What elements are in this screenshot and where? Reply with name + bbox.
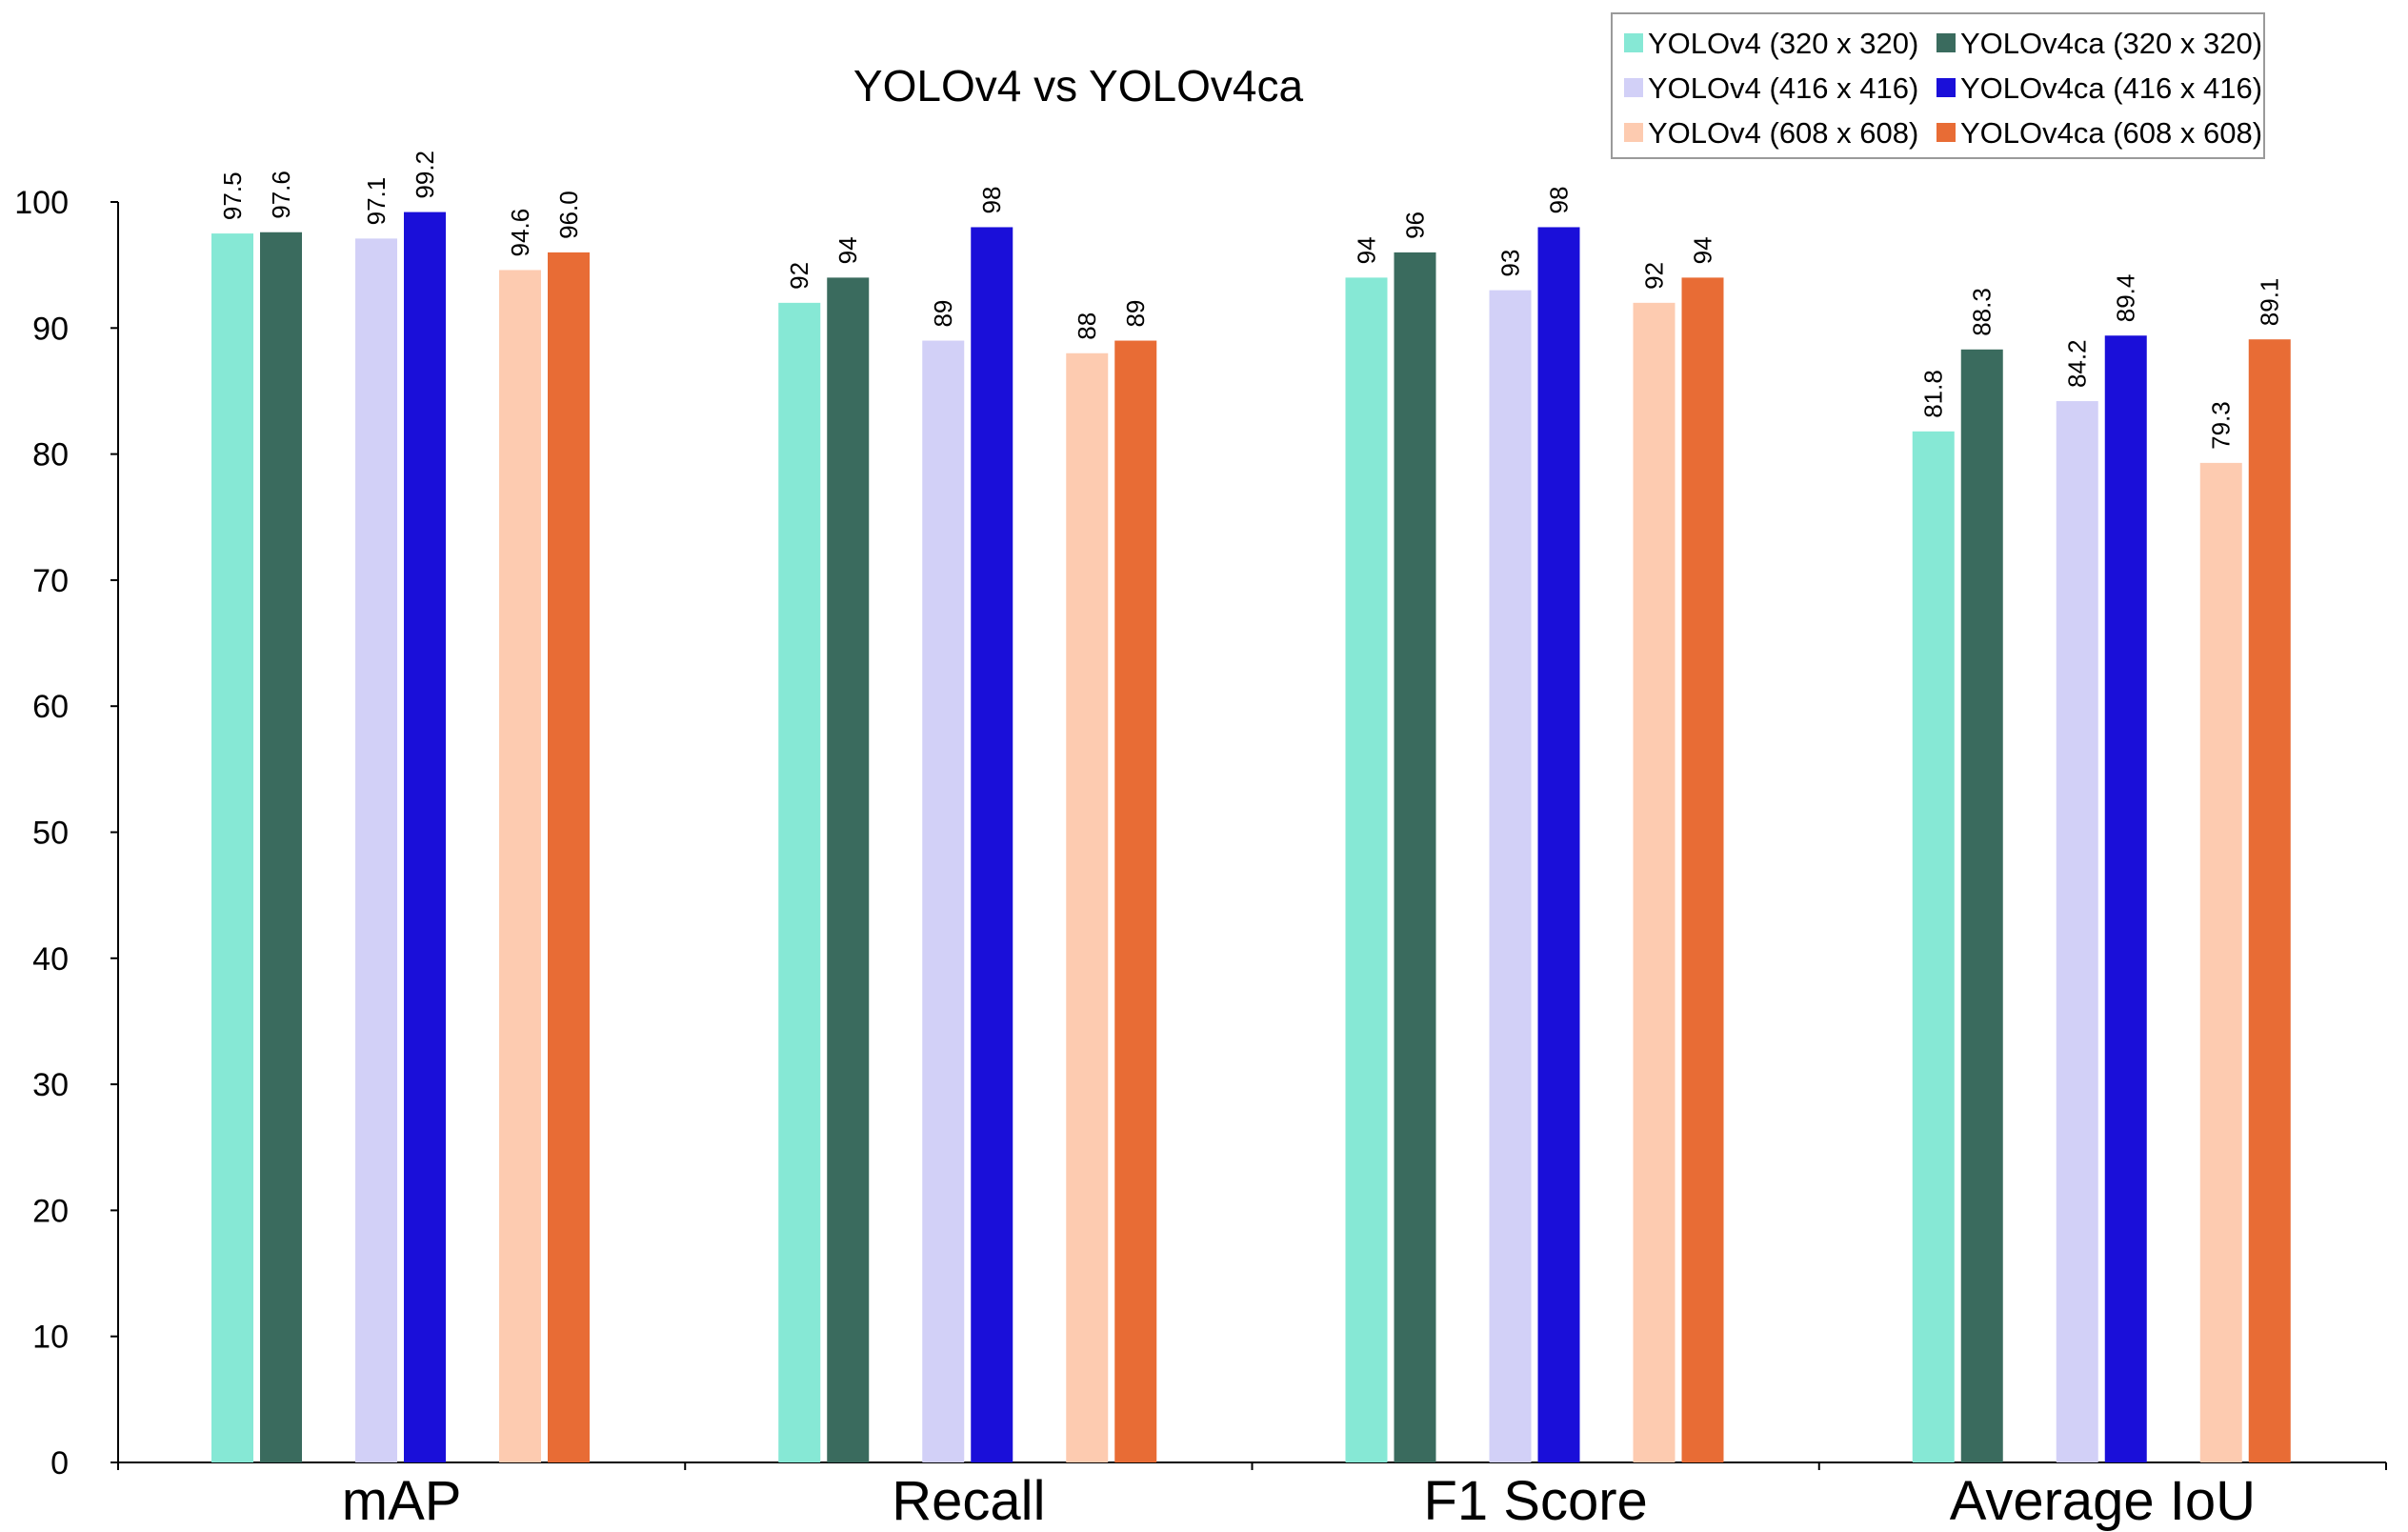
bar xyxy=(1489,290,1532,1462)
data-label: 96 xyxy=(1401,212,1430,239)
y-axis-ticks: 0 10 20 30 40 50 60 70 80 90 100 xyxy=(14,185,118,1482)
legend-swatch xyxy=(1624,123,1643,142)
y-tick-label: 50 xyxy=(32,816,69,852)
y-tick-label: 10 xyxy=(32,1320,69,1356)
data-label: 94 xyxy=(1353,236,1381,264)
y-tick-label: 30 xyxy=(32,1067,69,1103)
legend-swatch xyxy=(1624,78,1643,97)
bar xyxy=(1114,340,1157,1462)
bar xyxy=(971,227,1013,1463)
y-tick-label: 70 xyxy=(32,563,69,599)
legend-label: YOLOv4 (608 x 608) xyxy=(1648,116,1918,150)
data-label: 88 xyxy=(1073,312,1101,340)
data-label: 89 xyxy=(929,300,957,328)
data-label: 84.2 xyxy=(2063,339,2092,388)
legend-swatch xyxy=(1624,33,1643,52)
data-label: 99.2 xyxy=(411,151,439,199)
bar xyxy=(1633,302,1676,1463)
data-label: 89.1 xyxy=(2256,278,2284,327)
legend-label: YOLOv4ca (320 x 320) xyxy=(1960,27,2262,60)
y-tick-label: 80 xyxy=(32,437,69,474)
bar xyxy=(2104,335,2147,1462)
legend: YOLOv4 (320 x 320) YOLOv4ca (320 x 320) YO… xyxy=(1611,12,2265,159)
bar xyxy=(1537,227,1580,1463)
x-tick-label: F1 Score xyxy=(1423,1470,1647,1532)
legend-label: YOLOv4ca (416 x 416) xyxy=(1960,71,2262,105)
legend-swatch xyxy=(1936,123,1956,142)
y-tick-label: 60 xyxy=(32,689,69,725)
x-tick-label: Recall xyxy=(892,1470,1045,1532)
bar xyxy=(1394,252,1436,1462)
data-label: 97.1 xyxy=(362,177,391,226)
bar xyxy=(548,252,590,1462)
bars xyxy=(211,212,2291,1463)
y-tick-label: 40 xyxy=(32,941,69,978)
data-label: 97.5 xyxy=(218,171,247,220)
x-tick-label: Average IoU xyxy=(1950,1470,2256,1532)
y-tick-label: 0 xyxy=(50,1445,69,1482)
bar xyxy=(2248,339,2291,1462)
data-label: 94 xyxy=(1689,236,1717,264)
data-label: 88.3 xyxy=(1968,288,1997,336)
legend-swatch xyxy=(1936,78,1956,97)
x-axis-ticks: mAP Recall F1 Score Average IoU xyxy=(117,1462,2387,1532)
bar xyxy=(2199,462,2242,1463)
data-label: 94 xyxy=(833,236,862,264)
data-label: 96.0 xyxy=(554,191,583,239)
bar xyxy=(1345,277,1388,1462)
y-tick-label: 90 xyxy=(32,311,69,347)
bar xyxy=(1681,277,1724,1462)
bar xyxy=(355,238,397,1463)
data-label: 97.6 xyxy=(267,171,295,219)
data-label: 81.8 xyxy=(1919,370,1948,418)
data-labels: 97.5 92 94 81.8 97.6 94 96 88.3 97.1 89 93 84.2 99.2… xyxy=(218,151,2284,450)
bar xyxy=(1912,431,1955,1462)
y-tick-label: 20 xyxy=(32,1193,69,1229)
data-label: 98 xyxy=(977,187,1006,214)
legend-label: YOLOv4ca (608 x 608) xyxy=(1960,116,2262,150)
data-label: 98 xyxy=(1545,187,1574,214)
bar xyxy=(1960,349,2003,1462)
bar xyxy=(260,232,302,1463)
y-tick-label: 100 xyxy=(14,185,69,221)
data-label: 93 xyxy=(1496,250,1525,277)
data-label: 89 xyxy=(1121,300,1150,328)
x-tick-label: mAP xyxy=(342,1470,462,1532)
bar xyxy=(778,302,821,1463)
data-label: 94.6 xyxy=(506,209,534,257)
legend-label: YOLOv4 (416 x 416) xyxy=(1648,71,1918,105)
data-label: 89.4 xyxy=(2112,274,2140,323)
chart-title: YOLOv4 vs YOLOv4ca xyxy=(853,61,1304,111)
data-label: 92 xyxy=(1640,262,1669,290)
data-label: 79.3 xyxy=(2207,401,2236,450)
bar xyxy=(499,270,541,1462)
bar xyxy=(922,340,965,1462)
legend-label: YOLOv4 (320 x 320) xyxy=(1648,27,1918,60)
bar xyxy=(827,277,870,1462)
bar xyxy=(211,233,253,1463)
bar xyxy=(2056,401,2098,1463)
legend-swatch xyxy=(1936,33,1956,52)
bar xyxy=(1066,353,1109,1462)
data-label: 92 xyxy=(785,262,813,290)
bar xyxy=(404,212,446,1463)
